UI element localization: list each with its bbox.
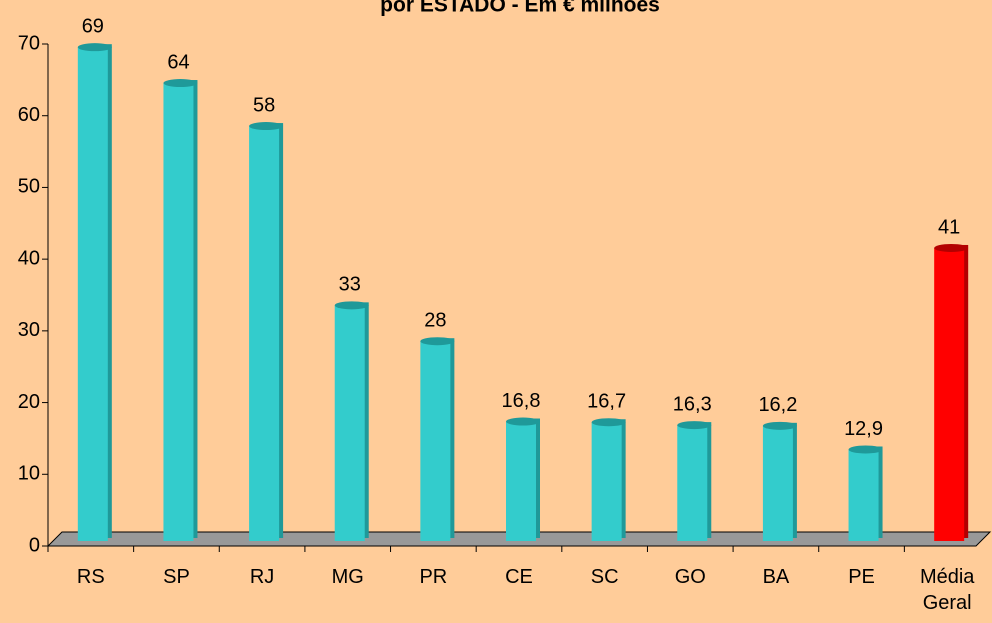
x-tick-label: GO (675, 566, 706, 588)
value-label: 69 (82, 15, 104, 37)
x-tick-label-line: RS (77, 566, 105, 588)
x-tick-label: BA (763, 566, 790, 588)
bar (848, 445, 883, 541)
bar-top (249, 122, 284, 131)
x-tick-label: MG (332, 566, 364, 588)
x-tick-label-line: PR (419, 566, 447, 588)
y-tick-label: 20 (18, 391, 40, 413)
bar-body (77, 47, 108, 542)
y-tick-label: 60 (18, 104, 40, 126)
bar-body (334, 305, 365, 541)
value-label: 58 (253, 94, 275, 116)
bar-body (506, 421, 536, 541)
bar-top (677, 421, 712, 430)
bar-top (334, 301, 369, 310)
bar-body (163, 83, 194, 542)
bar-body (249, 126, 280, 542)
y-tick-label: 40 (18, 247, 40, 269)
bar-top (506, 417, 540, 426)
value-label: 16,2 (758, 394, 797, 416)
bar (249, 122, 284, 542)
bar (934, 243, 969, 541)
bar (677, 421, 712, 541)
x-tick-label-line: CE (505, 566, 533, 588)
value-label: 16,3 (673, 393, 712, 415)
x-tick-label-line: MG (332, 566, 364, 588)
x-tick-label-line: BA (763, 566, 790, 588)
x-tick-label-line: Média (920, 566, 975, 588)
chart-title: por ESTADO - Em € milhões (380, 0, 660, 17)
x-tick-label: RS (77, 566, 105, 588)
y-tick-label: 50 (18, 176, 40, 198)
bar-body (762, 425, 793, 541)
bar (591, 418, 626, 541)
x-tick-label-line: GO (675, 566, 706, 588)
x-tick-label: Média Geral (920, 566, 975, 614)
x-tick-label-line: PE (848, 566, 875, 588)
x-tick-label-line: Geral (923, 592, 972, 614)
bar (77, 43, 112, 542)
bar (163, 79, 198, 542)
bar-top (762, 421, 797, 430)
value-label: 64 (167, 51, 189, 73)
bar (420, 337, 455, 541)
bar-top (591, 418, 626, 427)
x-tick-label-line: SP (163, 566, 190, 588)
value-label: 12,9 (844, 418, 883, 440)
value-label: 33 (339, 274, 361, 296)
bar-body (677, 425, 708, 541)
bar-body (848, 449, 879, 541)
y-tick-label: 70 (18, 32, 40, 54)
bar-body (934, 247, 965, 541)
bar-top (420, 337, 455, 346)
bar-top (934, 243, 969, 252)
y-tick-label: 30 (18, 319, 40, 341)
y-tick-label: 0 (29, 534, 40, 556)
x-tick-label-line: SC (591, 566, 619, 588)
bar (762, 421, 797, 541)
value-label: 16,7 (587, 391, 626, 413)
bar-top (848, 445, 883, 454)
x-tick-label: RJ (250, 566, 274, 588)
x-tick-label: SC (591, 566, 619, 588)
x-tick-label: CE (505, 566, 533, 588)
bar (334, 301, 369, 541)
bar (506, 417, 540, 541)
x-tick-label: SP (163, 566, 190, 588)
y-tick-label: 10 (18, 463, 40, 485)
bar-top (163, 79, 198, 88)
bar-top (77, 43, 112, 52)
bar-body (420, 341, 451, 541)
x-tick-label-line: RJ (250, 566, 274, 588)
value-label: 16,8 (502, 390, 541, 412)
value-label: 41 (938, 216, 960, 238)
value-label: 28 (424, 309, 446, 331)
x-tick-label: PR (419, 566, 447, 588)
bar-body (591, 422, 622, 541)
x-tick-label: PE (848, 566, 875, 588)
